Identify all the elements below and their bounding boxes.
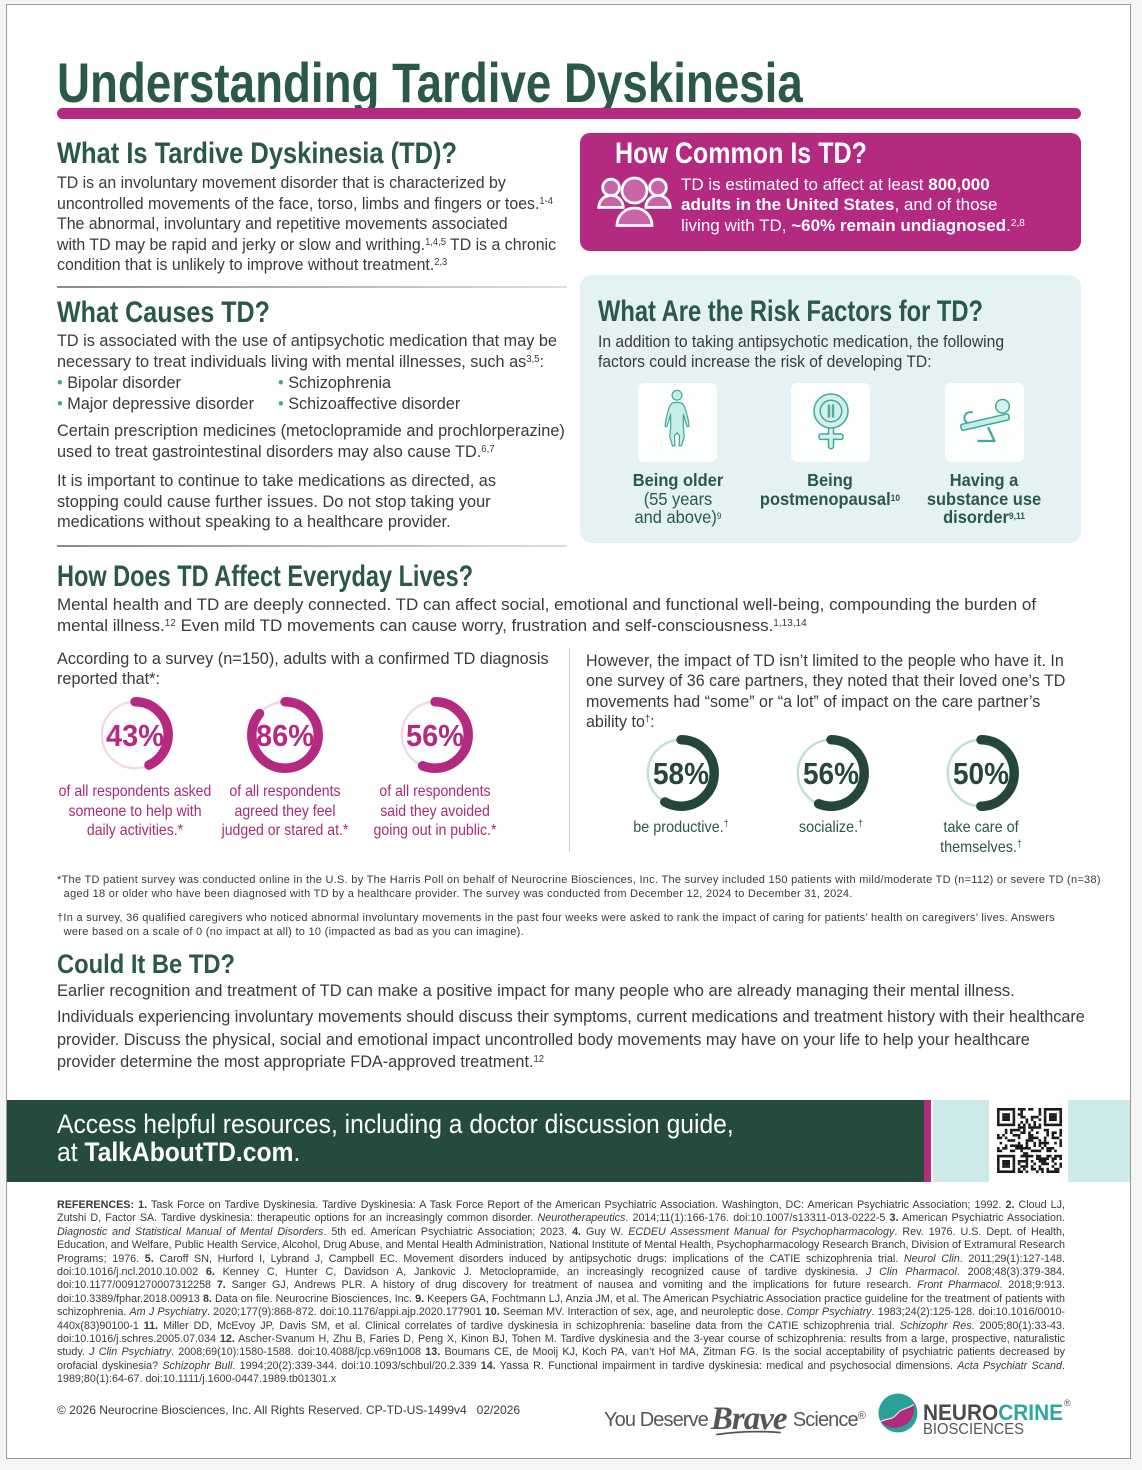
svg-text:56%: 56% <box>406 718 464 753</box>
svg-text:50%: 50% <box>953 756 1009 791</box>
svg-text:BIOSCIENCES: BIOSCIENCES <box>923 1421 1024 1435</box>
svg-text:NEUROCRINE: NEUROCRINE <box>923 1400 1063 1425</box>
svg-text:56%: 56% <box>803 756 859 791</box>
svg-text:58%: 58% <box>653 756 709 791</box>
svg-text:®: ® <box>1064 1398 1071 1408</box>
svg-text:86%: 86% <box>256 718 314 753</box>
svg-text:43%: 43% <box>106 718 164 753</box>
